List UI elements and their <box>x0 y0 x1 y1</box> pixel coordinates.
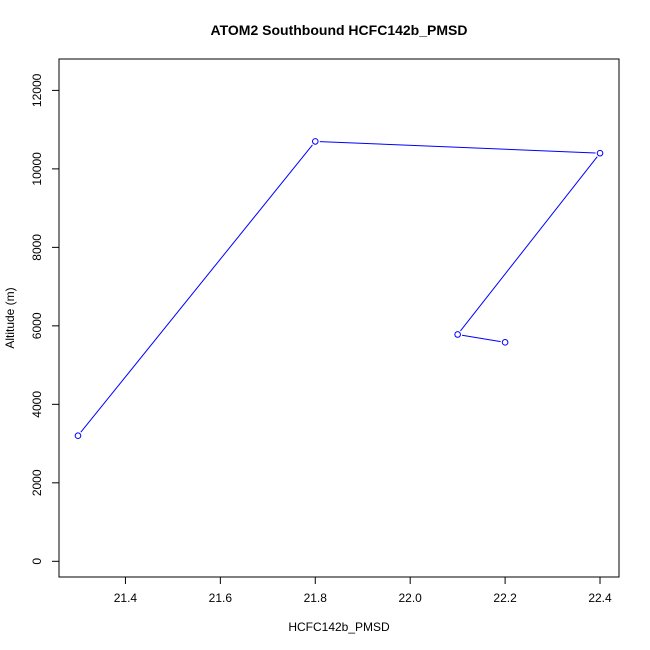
y-tick-label: 6000 <box>30 312 44 339</box>
y-tick-label: 2000 <box>30 469 44 496</box>
x-tick-label: 21.4 <box>114 591 138 605</box>
series-line-segment <box>462 334 501 343</box>
x-tick-label: 21.6 <box>209 591 233 605</box>
x-tick-label: 21.8 <box>304 591 328 605</box>
y-tick-label: 0 <box>30 558 44 565</box>
plot-box <box>58 58 620 578</box>
data-point <box>501 339 509 346</box>
x-tick-label: 22.2 <box>493 591 517 605</box>
data-point <box>454 331 461 338</box>
x-axis: 21.4 21.6 21.8 22.0 22.2 22.4 <box>114 576 612 605</box>
data-point <box>311 138 319 145</box>
x-tick-label: 22.4 <box>588 591 612 605</box>
y-axis: 0 2000 4000 6000 8000 10000 12000 <box>30 73 60 565</box>
series-line-segment <box>319 141 596 154</box>
data-point <box>596 149 604 157</box>
y-tick-label: 10000 <box>30 152 44 186</box>
x-tick-label: 22.0 <box>399 591 423 605</box>
series-line-segment <box>460 156 598 332</box>
series-layer <box>74 138 604 440</box>
x-axis-label: HCFC142b_PMSD <box>288 620 390 634</box>
series-line-segment <box>80 144 313 433</box>
chart-title: ATOM2 Southbound HCFC142b_PMSD <box>211 22 468 38</box>
y-tick-label: 8000 <box>30 234 44 261</box>
y-axis-label: Altitude (m) <box>3 287 17 348</box>
data-point <box>74 432 82 440</box>
y-tick-label: 12000 <box>30 73 44 107</box>
y-tick-label: 4000 <box>30 391 44 418</box>
